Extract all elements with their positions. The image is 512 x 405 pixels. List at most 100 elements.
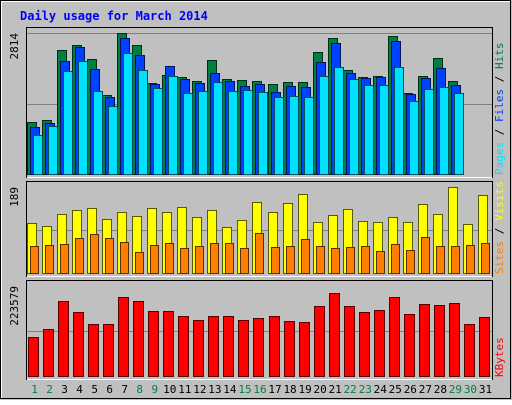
bar-sites-day-6: [105, 238, 114, 274]
day-label-23: 23: [359, 383, 372, 396]
bar-sites-day-30: [466, 245, 475, 274]
day-label-25: 25: [389, 383, 402, 396]
bar-pages-day-2: [48, 126, 58, 175]
bar-kbytes-day-2: [43, 329, 54, 377]
bar-pages-day-13: [213, 82, 223, 175]
panel-hits-files-pages: 2814 Pages / Files / Hits: [8, 27, 506, 178]
bar-pages-day-26: [409, 101, 419, 175]
bar-pages-day-12: [198, 91, 208, 175]
bar-pages-day-7: [123, 53, 133, 175]
bar-sites-day-4: [75, 238, 84, 274]
panel-legend: Pages / Files / Hits: [493, 43, 506, 176]
bar-kbytes-day-28: [434, 305, 445, 377]
day-label-6: 6: [106, 383, 113, 396]
bar-sites-day-15: [240, 248, 249, 274]
bar-pages-day-9: [153, 88, 163, 175]
panel-legend: KBytes: [493, 337, 506, 377]
bar-kbytes-day-6: [103, 324, 114, 377]
bar-pages-day-23: [364, 85, 374, 175]
bar-sites-day-1: [30, 246, 39, 274]
max-value-label: 189: [8, 187, 21, 207]
bar-pages-day-16: [258, 92, 268, 175]
bar-pages-day-29: [454, 93, 464, 175]
bar-kbytes-day-13: [208, 316, 219, 377]
bar-kbytes-day-30: [464, 324, 475, 377]
bar-sites-day-28: [436, 246, 445, 274]
bar-kbytes-day-8: [133, 301, 144, 377]
bar-pages-day-3: [63, 71, 73, 175]
day-label-29: 29: [449, 383, 462, 396]
bar-sites-day-22: [346, 247, 355, 274]
bar-kbytes-day-3: [58, 301, 69, 377]
panel-visits-sites: 189 Sites / Visits: [8, 181, 506, 277]
bar-pages-day-18: [289, 96, 299, 175]
bar-pages-day-22: [349, 79, 359, 175]
bar-sites-day-17: [271, 247, 280, 274]
bar-sites-day-19: [301, 239, 310, 274]
bar-kbytes-day-22: [344, 306, 355, 377]
bar-sites-day-31: [481, 243, 490, 274]
day-label-1: 1: [31, 383, 38, 396]
series-pages: [33, 53, 464, 175]
bar-pages-day-28: [439, 87, 449, 175]
bar-pages-day-4: [78, 61, 88, 175]
bar-sites-day-12: [195, 246, 204, 274]
bar-pages-day-11: [183, 93, 193, 175]
day-label-13: 13: [208, 383, 221, 396]
bar-sites-day-13: [210, 243, 219, 274]
day-label-16: 16: [253, 383, 266, 396]
legend-item-0: Pages: [493, 142, 506, 175]
bar-sites-day-26: [406, 250, 415, 274]
legend-item-0: KBytes: [493, 337, 506, 377]
bar-kbytes-day-11: [178, 316, 189, 377]
bar-sites-day-16: [255, 233, 264, 274]
bar-kbytes-day-20: [314, 306, 325, 377]
day-label-15: 15: [238, 383, 251, 396]
bar-kbytes-day-10: [163, 311, 174, 377]
bar-sites-day-7: [120, 242, 129, 274]
day-label-2: 2: [46, 383, 53, 396]
chart-title: Daily usage for March 2014: [20, 9, 208, 23]
bar-pages-day-19: [304, 97, 314, 175]
day-label-4: 4: [76, 383, 83, 396]
day-label-17: 17: [268, 383, 281, 396]
day-axis: 1 2 3 4 5 6 7 8 9 10 11 12 13 14 15 16 17 18 19 20 21 22 23 24 2…: [31, 383, 492, 396]
bar-kbytes-day-19: [299, 322, 310, 377]
day-label-21: 21: [329, 383, 342, 396]
bar-kbytes-day-4: [73, 312, 84, 377]
bar-sites-day-11: [180, 248, 189, 274]
day-label-27: 27: [419, 383, 432, 396]
bar-sites-day-24: [376, 251, 385, 274]
bar-pages-day-25: [394, 67, 404, 175]
day-label-12: 12: [193, 383, 206, 396]
bar-pages-day-10: [168, 76, 178, 175]
day-label-5: 5: [91, 383, 98, 396]
bar-kbytes-day-21: [329, 293, 340, 377]
bar-sites-day-23: [361, 246, 370, 274]
bar-pages-day-6: [108, 106, 118, 175]
bar-sites-day-2: [45, 245, 54, 274]
day-label-18: 18: [283, 383, 296, 396]
bar-sites-day-5: [90, 234, 99, 274]
legend-item-1: /: [493, 122, 506, 142]
day-label-10: 10: [163, 383, 176, 396]
panel-legend: Sites / Visits: [493, 181, 506, 274]
bar-sites-day-10: [165, 243, 174, 274]
bar-kbytes-day-14: [223, 316, 234, 377]
legend-item-2: Visits: [493, 181, 506, 221]
bar-kbytes-day-26: [404, 314, 415, 377]
day-label-8: 8: [136, 383, 143, 396]
bar-kbytes-day-15: [238, 320, 249, 377]
bar-pages-day-15: [243, 90, 253, 175]
bar-kbytes-day-12: [193, 320, 204, 377]
max-value-label: 2814: [8, 33, 21, 60]
bar-sites-day-9: [150, 245, 159, 274]
chart-panels: 2814 Pages / Files / Hits 189 Sites / Visit…: [8, 27, 506, 380]
legend-item-3: /: [493, 69, 506, 89]
bar-sites-day-21: [331, 248, 340, 274]
legend-item-2: Files: [493, 89, 506, 122]
day-label-20: 20: [314, 383, 327, 396]
legend-item-0: Sites: [493, 241, 506, 274]
day-label-31: 31: [479, 383, 492, 396]
